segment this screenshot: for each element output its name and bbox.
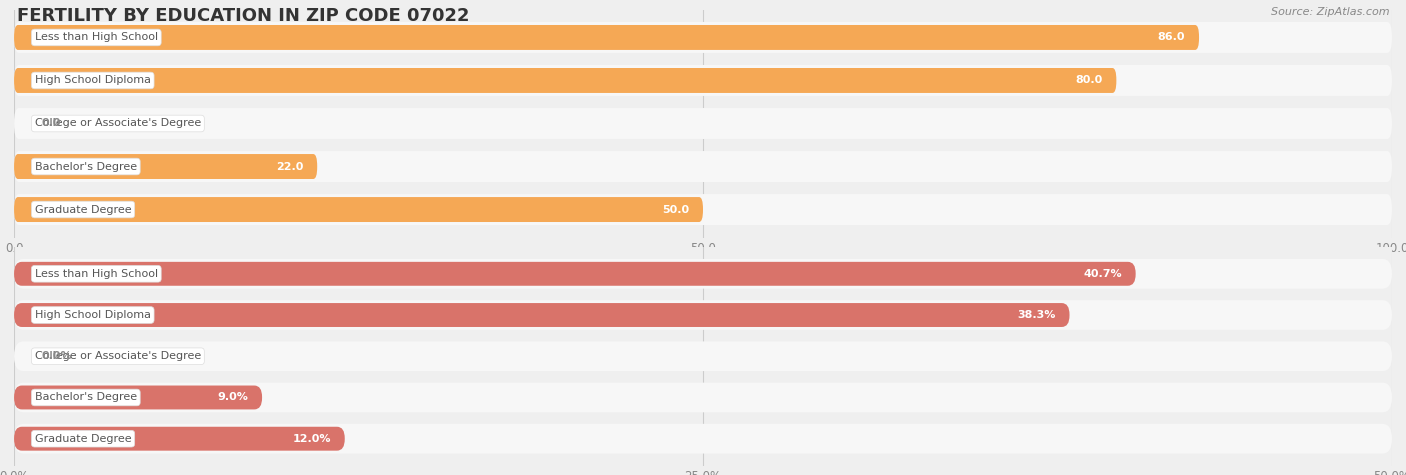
FancyBboxPatch shape xyxy=(14,154,318,179)
FancyBboxPatch shape xyxy=(14,427,344,451)
Text: 0.0%: 0.0% xyxy=(42,351,72,361)
FancyBboxPatch shape xyxy=(14,259,1392,289)
FancyBboxPatch shape xyxy=(14,65,1392,96)
Text: 12.0%: 12.0% xyxy=(292,434,330,444)
FancyBboxPatch shape xyxy=(14,386,262,409)
Text: FERTILITY BY EDUCATION IN ZIP CODE 07022: FERTILITY BY EDUCATION IN ZIP CODE 07022 xyxy=(17,7,470,25)
Text: High School Diploma: High School Diploma xyxy=(35,310,150,320)
Text: College or Associate's Degree: College or Associate's Degree xyxy=(35,118,201,129)
Text: High School Diploma: High School Diploma xyxy=(35,76,150,86)
Text: 9.0%: 9.0% xyxy=(218,392,249,402)
FancyBboxPatch shape xyxy=(14,303,1070,327)
FancyBboxPatch shape xyxy=(14,300,1392,330)
Text: Graduate Degree: Graduate Degree xyxy=(35,205,131,215)
FancyBboxPatch shape xyxy=(14,424,1392,454)
Text: Bachelor's Degree: Bachelor's Degree xyxy=(35,392,136,402)
FancyBboxPatch shape xyxy=(14,22,1392,53)
Text: 80.0: 80.0 xyxy=(1076,76,1102,86)
Text: 50.0: 50.0 xyxy=(662,205,689,215)
FancyBboxPatch shape xyxy=(14,197,703,222)
FancyBboxPatch shape xyxy=(14,262,1136,286)
Text: 40.7%: 40.7% xyxy=(1083,269,1122,279)
FancyBboxPatch shape xyxy=(14,342,1392,371)
Text: Source: ZipAtlas.com: Source: ZipAtlas.com xyxy=(1271,7,1389,17)
FancyBboxPatch shape xyxy=(14,151,1392,182)
Text: 86.0: 86.0 xyxy=(1157,32,1185,42)
FancyBboxPatch shape xyxy=(14,194,1392,225)
Text: Less than High School: Less than High School xyxy=(35,32,157,42)
Text: Bachelor's Degree: Bachelor's Degree xyxy=(35,162,136,171)
Text: Less than High School: Less than High School xyxy=(35,269,157,279)
Text: College or Associate's Degree: College or Associate's Degree xyxy=(35,351,201,361)
FancyBboxPatch shape xyxy=(14,25,1199,50)
FancyBboxPatch shape xyxy=(14,68,1116,93)
Text: 38.3%: 38.3% xyxy=(1018,310,1056,320)
Text: 22.0: 22.0 xyxy=(276,162,304,171)
FancyBboxPatch shape xyxy=(14,108,1392,139)
Text: 0.0: 0.0 xyxy=(42,118,60,129)
Text: Graduate Degree: Graduate Degree xyxy=(35,434,131,444)
FancyBboxPatch shape xyxy=(14,383,1392,412)
